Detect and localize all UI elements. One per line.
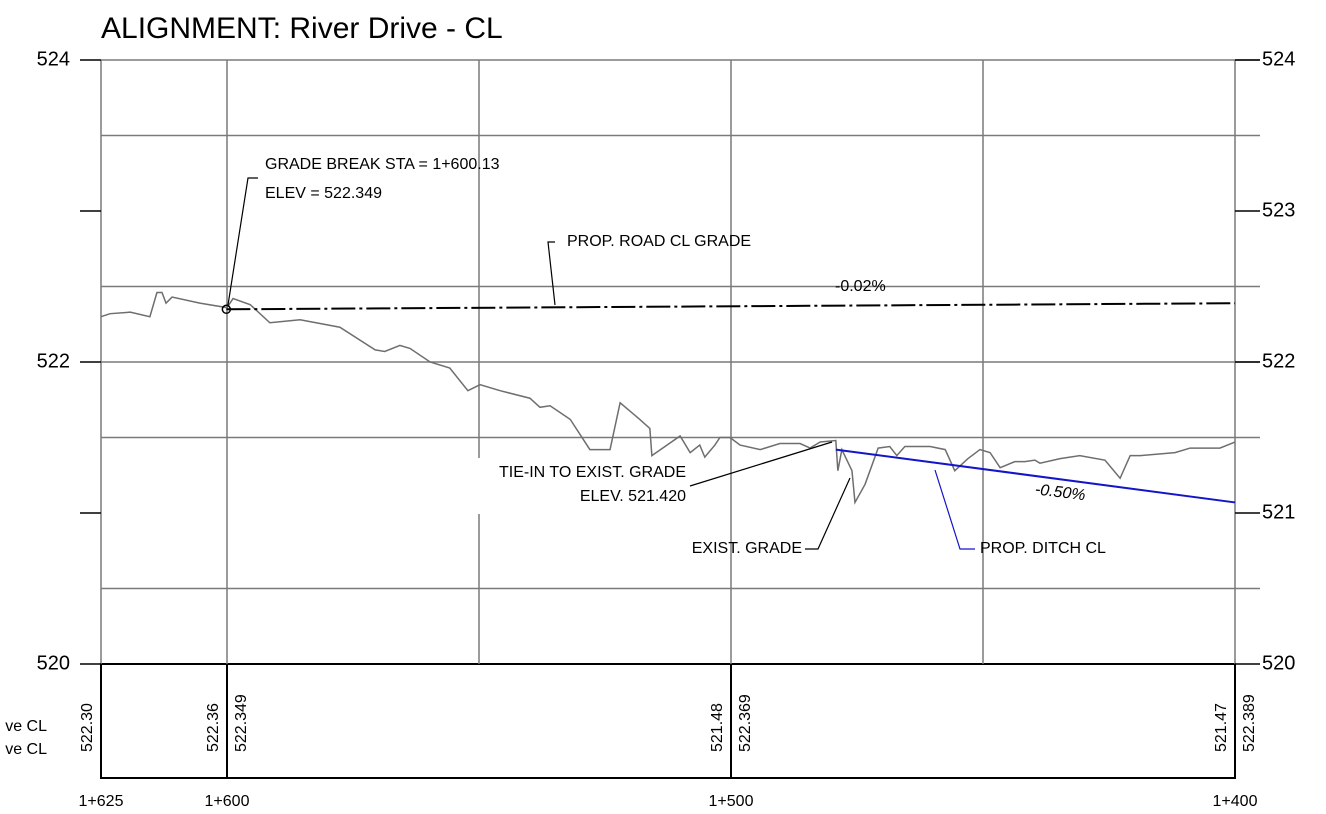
y2-tick-label: 520 (1262, 652, 1295, 674)
band-row-label: ve CL (5, 718, 47, 735)
leader (689, 441, 833, 487)
leader (227, 177, 258, 306)
band-row-label: ve CL (5, 741, 47, 758)
y2-tick-label: 524 (1262, 48, 1295, 70)
annotation: -0.02% (835, 278, 886, 295)
grade-break-point (221, 304, 232, 315)
band-proposed-label: 522.389 (1241, 694, 1258, 752)
band-existing-label: 522.30 (79, 703, 96, 752)
y-tick-label: 522 (37, 350, 70, 372)
band-existing-label: 521.47 (1213, 703, 1230, 752)
x-tick-label: 1+625 (79, 793, 124, 810)
series-line (835, 448, 1236, 504)
leader (805, 477, 851, 550)
y2-tick-label: 522 (1262, 350, 1295, 372)
x-tick-label: 1+600 (205, 793, 250, 810)
x-tick-label: 1+500 (709, 793, 754, 810)
data-band (100, 663, 1236, 779)
annotation: ELEV. 521.420 (580, 488, 686, 505)
chart-title: ALIGNMENT: River Drive - CL (101, 12, 503, 45)
series-label: PROP. DITCH CL (980, 540, 1106, 557)
band-proposed-label: 522.369 (737, 694, 754, 752)
annotation: -0.50% (1034, 481, 1086, 504)
leader (547, 241, 556, 306)
annotation: GRADE BREAK STA = 1+600.13 (265, 156, 500, 173)
y2-tick-label: 523 (1262, 199, 1295, 221)
y-tick-label: 520 (37, 652, 70, 674)
x-tick-label: 1+400 (1213, 793, 1258, 810)
annotation: ELEV = 522.349 (265, 185, 382, 202)
y-tick-label: 524 (37, 48, 70, 70)
band-existing-label: 522.36 (205, 703, 222, 752)
series-line (226, 302, 1236, 311)
series-label: EXIST. GRADE (692, 540, 802, 557)
note-mask (425, 458, 700, 514)
series-line (100, 291, 1236, 505)
band-proposed-label: 522.349 (233, 694, 250, 752)
y2-tick-label: 521 (1262, 501, 1295, 523)
annotation: TIE-IN TO EXIST. GRADE (499, 464, 686, 481)
band-existing-label: 521.48 (709, 703, 726, 752)
leader (934, 469, 975, 550)
series-label: PROP. ROAD CL GRADE (567, 233, 751, 250)
